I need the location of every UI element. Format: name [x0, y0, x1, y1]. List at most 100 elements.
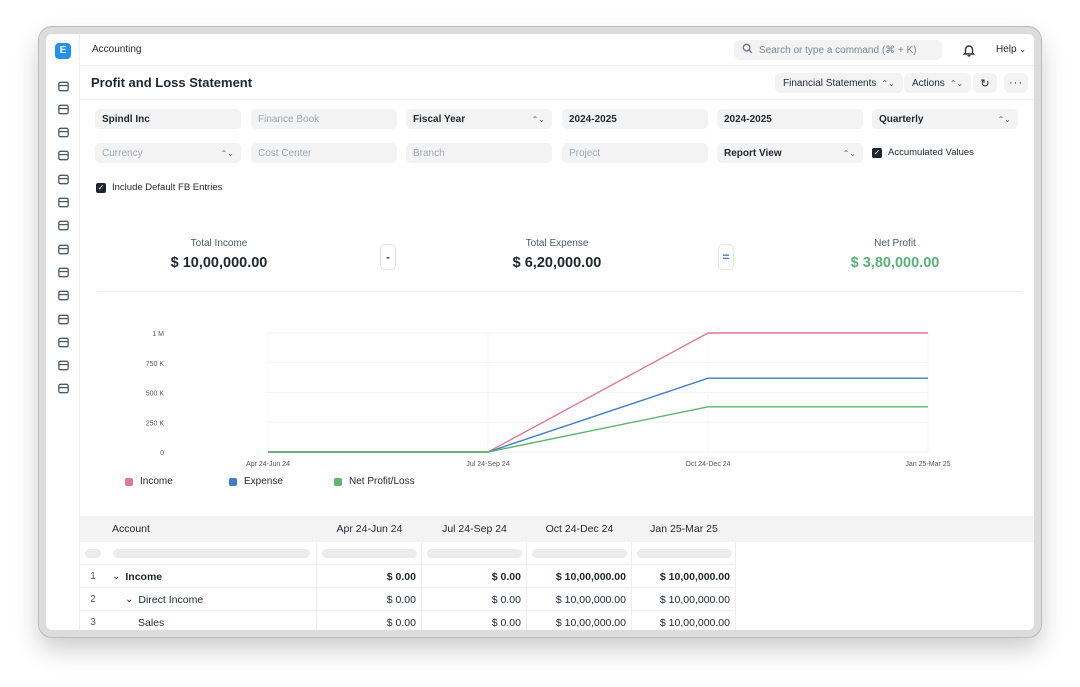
tools-icon[interactable] [55, 78, 71, 94]
app-logo-icon[interactable]: E [55, 43, 71, 59]
legend-item[interactable]: Net Profit/Loss [334, 476, 415, 487]
search-bar[interactable] [734, 40, 942, 60]
notification-bell-icon[interactable] [962, 43, 976, 57]
total-income-label: Total Income [190, 238, 248, 249]
filter-input[interactable] [532, 549, 627, 558]
server-icon[interactable] [55, 334, 71, 350]
minus-operator: - [380, 244, 396, 270]
cost-center-field[interactable]: Cost Center [251, 143, 397, 163]
filter-cell[interactable] [80, 542, 317, 565]
filter-input[interactable] [427, 549, 522, 558]
expand-toggle-icon[interactable]: ⌄ [125, 594, 134, 605]
x-tick-label: Jul 24-Sep 24 [466, 461, 509, 468]
box-icon[interactable] [55, 218, 71, 234]
filter-row [80, 542, 736, 565]
expand-toggle-icon[interactable]: ⌄ [112, 571, 121, 582]
amount-cell: $ 10,00,000.00 [632, 565, 736, 588]
x-tick-label: Apr 24-Jun 24 [246, 461, 290, 468]
include-default-fb-checkbox[interactable]: ✓ Include Default FB Entries [96, 182, 222, 193]
more-icon: ··· [1009, 77, 1023, 89]
filter-input[interactable] [322, 549, 417, 558]
more-button[interactable]: ··· [1004, 73, 1028, 93]
project-field[interactable]: Project [562, 143, 708, 163]
chevron-down-icon: ⌄ [1019, 45, 1027, 54]
filter-cell[interactable] [317, 542, 422, 565]
search-input[interactable] [759, 44, 929, 56]
financial-statements-button[interactable]: Financial Statements ⌃⌄ [775, 73, 903, 93]
branch-placeholder: Branch [413, 147, 445, 159]
legend-item[interactable]: Income [125, 476, 173, 487]
profit-loss-line-chart: 0 250 K 500 K 750 K 1 M Apr 24-Jun 24 Jul 24-S… [146, 331, 951, 468]
table-row[interactable]: 2 ⌄ Direct Income $ 0.00 $ 0.00 $ 10,00,000.0… [80, 588, 736, 611]
chevron-updown-icon: ⌃⌄ [881, 78, 895, 88]
column-header[interactable]: Oct 24-Dec 24 [545, 523, 614, 535]
legend-label: Expense [244, 476, 283, 487]
net-profit-label: Net Profit [874, 238, 916, 249]
column-header[interactable]: Jul 24-Sep 24 [442, 523, 507, 535]
card-icon[interactable] [55, 148, 71, 164]
lock-bag-icon[interactable] [55, 125, 71, 141]
cash-register-icon[interactable] [55, 101, 71, 117]
table-row[interactable]: 1 ⌄ Income $ 0.00 $ 0.00 $ 10,00,000.00 $ 10,0… [80, 565, 736, 588]
help-menu[interactable]: Help ⌄ [996, 44, 1026, 55]
legend-label: Income [140, 476, 173, 487]
x-tick-label: Oct 24-Dec 24 [685, 461, 730, 468]
search-icon [742, 43, 753, 57]
periodicity-value: Quarterly [879, 113, 924, 125]
from-fiscal-year-field[interactable]: 2024-2025 [562, 109, 708, 129]
account-cell[interactable]: Sales [106, 611, 317, 630]
column-header[interactable]: Account [112, 523, 150, 535]
filter-input[interactable] [113, 549, 310, 558]
branch-field[interactable]: Branch [406, 143, 552, 163]
amount-cell: $ 0.00 [317, 611, 422, 630]
checkmark-icon: ✓ [96, 182, 106, 193]
accumulated-values-label: Accumulated Values [888, 147, 974, 158]
integration-icon[interactable] [55, 381, 71, 397]
folder-icon[interactable] [55, 288, 71, 304]
select-arrow-icon: ⌃⌄ [842, 148, 856, 158]
filter-cell[interactable] [527, 542, 632, 565]
company-field[interactable]: Spindl Inc [95, 109, 241, 129]
accumulated-values-checkbox[interactable]: ✓ Accumulated Values [872, 147, 974, 158]
column-header[interactable]: Jan 25-Mar 25 [650, 523, 718, 535]
target-icon[interactable] [55, 264, 71, 280]
amount-cell: $ 0.00 [422, 588, 527, 611]
legend-item[interactable]: Expense [229, 476, 283, 487]
finance-book-field[interactable]: Finance Book [251, 109, 397, 129]
filter-input[interactable] [85, 549, 101, 558]
legend-swatch [334, 477, 342, 486]
report-view-select[interactable]: Report View ⌃⌄ [717, 143, 863, 163]
to-fiscal-year-field[interactable]: 2024-2025 [717, 109, 863, 129]
account-cell[interactable]: ⌄ Direct Income [106, 588, 317, 611]
filter-cell[interactable] [632, 542, 736, 565]
refresh-button[interactable]: ↻ [973, 73, 997, 93]
series-line-expense [268, 377, 928, 453]
headset-icon[interactable] [55, 311, 71, 327]
filter-based-on-select[interactable]: Fiscal Year ⌃⌄ [406, 109, 552, 129]
report-view-value: Report View [724, 147, 782, 159]
account-name: Direct Income [138, 593, 204, 606]
legend-swatch [125, 477, 133, 486]
filter-cell[interactable] [422, 542, 527, 565]
periodicity-select[interactable]: Quarterly ⌃⌄ [872, 109, 1018, 129]
building-icon[interactable] [55, 195, 71, 211]
total-expense-value: $ 6,20,000.00 [512, 255, 602, 271]
company-value: Spindl Inc [102, 113, 150, 125]
account-cell[interactable]: ⌄ Income [106, 565, 317, 588]
actions-button[interactable]: Actions ⌃⌄ [904, 73, 972, 93]
filter-based-on-value: Fiscal Year [413, 113, 466, 125]
currency-placeholder: Currency [102, 147, 143, 159]
database-icon[interactable] [55, 358, 71, 374]
inbox-icon[interactable] [55, 171, 71, 187]
table-row[interactable]: 3 Sales $ 0.00 $ 0.00 $ 10,00,000.00 $ 10,00,… [80, 611, 736, 630]
pie-chart-icon[interactable] [55, 241, 71, 257]
currency-select[interactable]: Currency ⌃⌄ [95, 143, 241, 163]
help-label: Help [996, 44, 1017, 55]
breadcrumb[interactable]: Accounting [92, 44, 142, 55]
amount-cell: $ 0.00 [422, 611, 527, 630]
account-name: Income [125, 570, 163, 583]
column-header[interactable]: Apr 24-Jun 24 [336, 523, 403, 535]
amount-cell: $ 10,00,000.00 [632, 588, 736, 611]
total-income-card: Total Income $ 10,00,000.00 [119, 238, 319, 271]
filter-input[interactable] [637, 549, 732, 558]
